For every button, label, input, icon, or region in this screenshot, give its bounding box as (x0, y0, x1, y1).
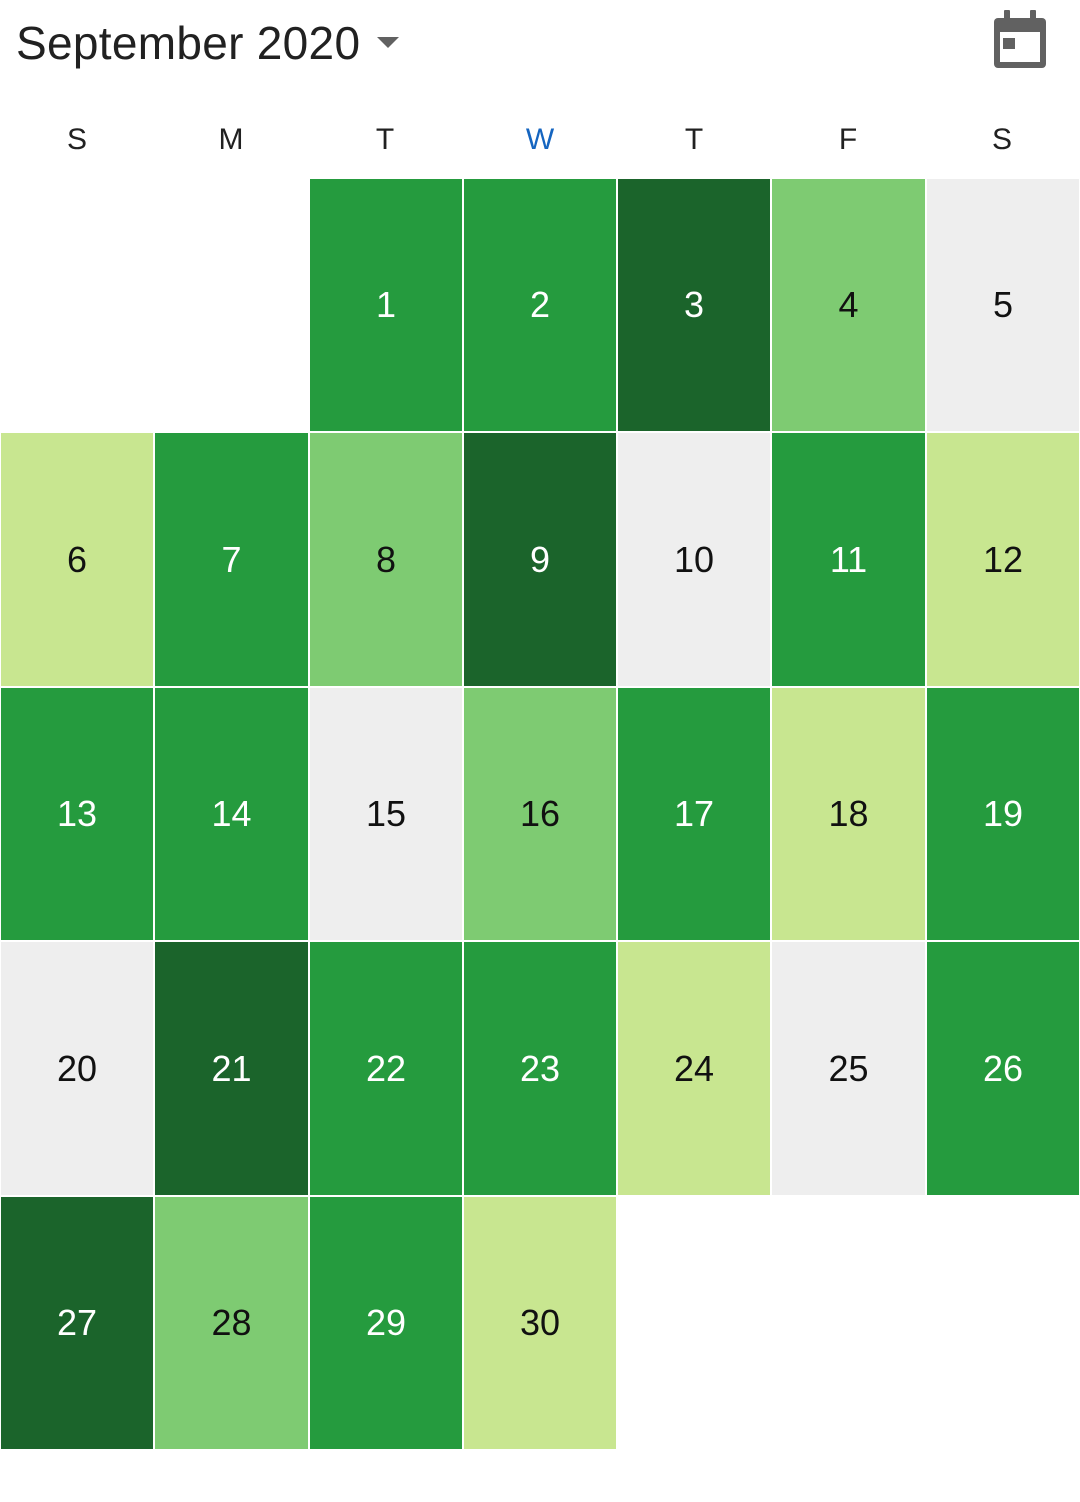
day-cell[interactable]: 7 (155, 433, 308, 686)
calendar-header: September 2020 (0, 0, 1080, 90)
weekday-label-wednesday: W (525, 123, 555, 156)
weekday-label-thursday: T (684, 123, 704, 156)
day-cell[interactable]: 21 (155, 942, 308, 1195)
day-cell[interactable]: 5 (927, 179, 1079, 431)
calendar-today-icon (994, 10, 1046, 68)
day-cell[interactable]: 22 (310, 942, 462, 1195)
day-cell[interactable]: 30 (464, 1197, 616, 1449)
day-cell[interactable]: 13 (1, 688, 153, 940)
day-cell[interactable]: 26 (927, 942, 1079, 1195)
day-cell[interactable]: 18 (772, 688, 925, 940)
month-selector[interactable]: September 2020 (16, 14, 400, 72)
day-cell[interactable]: 4 (772, 179, 925, 431)
day-cell[interactable]: 2 (464, 179, 616, 431)
day-cell[interactable]: 19 (927, 688, 1079, 940)
day-cell[interactable]: 10 (618, 433, 770, 686)
weekday-label-monday: M (218, 123, 244, 156)
day-cell[interactable]: 1 (310, 179, 462, 431)
day-cell[interactable]: 9 (464, 433, 616, 686)
today-button[interactable] (990, 8, 1050, 72)
day-cell[interactable]: 6 (1, 433, 153, 686)
day-cell[interactable]: 28 (155, 1197, 308, 1449)
day-cell[interactable]: 25 (772, 942, 925, 1195)
weekday-label-sunday: S (66, 123, 87, 156)
weekday-label-saturday: S (991, 123, 1012, 156)
day-cell[interactable]: 16 (464, 688, 616, 940)
arrow-drop-down-icon (376, 36, 400, 50)
day-cell[interactable]: 27 (1, 1197, 153, 1449)
month-title: September 2020 (16, 17, 361, 69)
day-cell[interactable]: 20 (1, 942, 153, 1195)
day-cell[interactable]: 15 (310, 688, 462, 940)
calendar-grid: 1 2 3 4 5 6 7 8 9 10 11 12 13 14 15 16 17 18 19 20 21 22 23 24 2… (0, 178, 1080, 1450)
day-cell[interactable]: 8 (310, 433, 462, 686)
day-cell[interactable]: 29 (310, 1197, 462, 1449)
weekday-label-tuesday: T (375, 123, 395, 156)
day-cell[interactable]: 17 (618, 688, 770, 940)
day-cell[interactable]: 24 (618, 942, 770, 1195)
day-cell[interactable]: 11 (772, 433, 925, 686)
day-cell[interactable]: 12 (927, 433, 1079, 686)
day-cell[interactable]: 14 (155, 688, 308, 940)
day-cell[interactable]: 3 (618, 179, 770, 431)
weekday-label-friday: F (838, 123, 858, 156)
day-cell[interactable]: 23 (464, 942, 616, 1195)
weekday-header-row: S M T W T F S (0, 110, 1080, 170)
